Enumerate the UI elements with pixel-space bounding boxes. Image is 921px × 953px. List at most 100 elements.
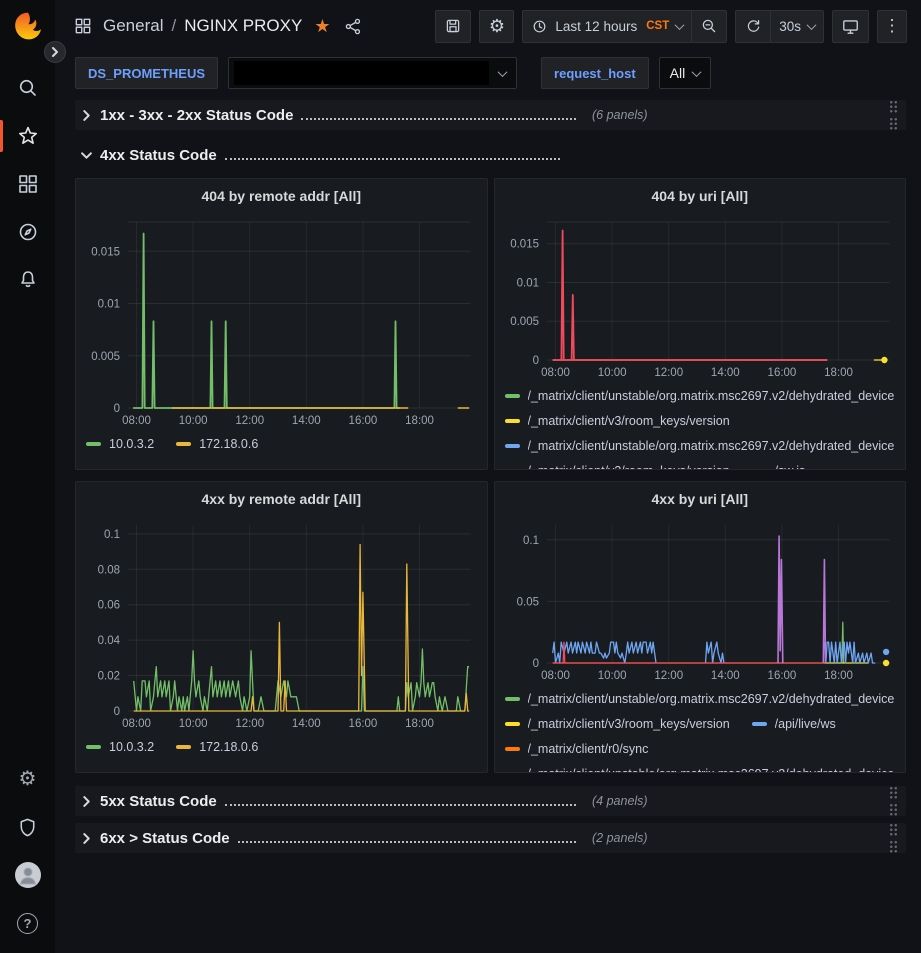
- panel-title[interactable]: 4xx by uri [All]: [495, 482, 906, 516]
- row-panel-count: (2 panels): [592, 831, 648, 845]
- panel-404-by-remote-addr: 404 by remote addr [All] 08:0010:0012:00…: [75, 178, 488, 470]
- svg-text:16:00: 16:00: [767, 367, 796, 379]
- legend-item[interactable]: 172.18.0.6: [176, 740, 258, 754]
- sidebar-user-avatar[interactable]: [0, 851, 55, 899]
- row-drag-handle[interactable]: [889, 823, 900, 853]
- grafana-logo-icon[interactable]: [12, 10, 44, 42]
- timeseries-chart[interactable]: 08:0010:0012:0014:0016:0018:0000.0050.01…: [499, 213, 902, 381]
- share-icon[interactable]: [344, 17, 363, 36]
- legend-item[interactable]: /_matrix/client/unstable/org.matrix.msc2…: [505, 439, 895, 453]
- request-host-value: All: [670, 65, 686, 81]
- sidebar-alerting-bell-icon[interactable]: [0, 256, 55, 304]
- zoom-out-time-button[interactable]: [691, 10, 727, 43]
- chevron-right-icon: [81, 110, 92, 121]
- panel-grid: 404 by remote addr [All] 08:00 10:00 12:00…: [75, 178, 906, 773]
- row-title: 6xx > Status Code: [100, 830, 230, 847]
- svg-text:0: 0: [114, 403, 120, 415]
- row-panel-count: (6 panels): [592, 108, 648, 122]
- legend-item[interactable]: /_matrix/client/v3/room_keys/version: [505, 717, 730, 731]
- svg-text:16:00: 16:00: [767, 670, 796, 682]
- svg-text:0.06: 0.06: [98, 600, 120, 612]
- favorite-star-icon[interactable]: ★: [314, 16, 330, 37]
- svg-text:0.1: 0.1: [523, 535, 539, 547]
- svg-text:12:00: 12:00: [235, 718, 264, 730]
- row-header-1xx-3xx-2xx[interactable]: 1xx - 3xx - 2xx Status Code (6 panels): [75, 100, 906, 130]
- legend-item[interactable]: /_matrix/client/v3/room_keys/version: [505, 414, 730, 428]
- panel-title[interactable]: 4xx by remote addr [All]: [76, 482, 487, 516]
- svg-text:0.02: 0.02: [98, 671, 120, 683]
- legend-item[interactable]: 10.0.3.2: [86, 437, 154, 451]
- svg-text:18:00: 18:00: [824, 367, 853, 379]
- legend-item[interactable]: /_matrix/client/v3/room_keys/version: [505, 464, 730, 471]
- legend-item[interactable]: /api/live/ws: [752, 717, 836, 731]
- request-host-variable-select[interactable]: All: [659, 57, 712, 89]
- svg-text:08:00: 08:00: [122, 415, 151, 427]
- svg-text:0.015: 0.015: [91, 246, 120, 258]
- svg-text:16:00: 16:00: [349, 415, 378, 427]
- svg-text:10:00: 10:00: [597, 367, 626, 379]
- svg-text:14:00: 14:00: [710, 670, 739, 682]
- row-header-5xx[interactable]: 5xx Status Code (4 panels): [75, 786, 906, 816]
- svg-text:0.015: 0.015: [510, 239, 539, 251]
- datasource-variable-select[interactable]: [228, 57, 517, 89]
- kebab-menu-button[interactable]: ⋮: [877, 10, 907, 43]
- panel-4xx-by-uri: 4xx by uri [All] 08:0010:0012:0014:0016:…: [494, 481, 907, 773]
- panel-legend: 10.0.3.2 172.18.0.6: [76, 429, 487, 456]
- row-title: 4xx Status Code: [100, 147, 217, 164]
- legend-item[interactable]: /sw.js: [752, 464, 806, 471]
- timeseries-chart[interactable]: 08:0010:0012:0014:0016:0018:0000.020.040…: [80, 516, 483, 732]
- dotted-leader: [225, 804, 576, 806]
- breadcrumb-folder[interactable]: General: [103, 16, 163, 36]
- datasource-variable-label[interactable]: DS_PROMETHEUS: [75, 57, 218, 89]
- row-header-6xx[interactable]: 6xx > Status Code (2 panels): [75, 823, 906, 853]
- tv-mode-button[interactable]: [832, 10, 869, 43]
- datasource-value-redacted: [234, 61, 489, 85]
- sidebar-explore-compass-icon[interactable]: [0, 208, 55, 256]
- sidebar-help-icon[interactable]: ?: [0, 899, 55, 947]
- svg-text:0.005: 0.005: [510, 316, 539, 328]
- legend-item[interactable]: /_matrix/client/unstable/org.matrix.msc2…: [505, 389, 895, 403]
- breadcrumb: General / NGINX PROXY: [103, 16, 302, 36]
- request-host-variable-label[interactable]: request_host: [541, 57, 649, 89]
- dashboard-settings-button[interactable]: ⚙: [479, 10, 514, 43]
- timeseries-chart[interactable]: 08:0010:0012:0014:0016:0018:0000.0050.01…: [80, 213, 483, 429]
- refresh-interval-picker[interactable]: 30s: [770, 10, 824, 43]
- breadcrumb-dashboard-title: NGINX PROXY: [184, 16, 302, 36]
- row-drag-handle[interactable]: [889, 786, 900, 816]
- svg-text:16:00: 16:00: [349, 718, 378, 730]
- sidebar-starred-icon[interactable]: [0, 112, 55, 160]
- sidebar-configuration-gear-icon[interactable]: ⚙: [0, 755, 55, 803]
- sidebar-search-icon[interactable]: [0, 64, 55, 112]
- panel-4xx-by-remote-addr: 4xx by remote addr [All] 08:0010:0012:00…: [75, 481, 488, 773]
- refresh-button[interactable]: [735, 10, 770, 43]
- dotted-leader: [238, 841, 576, 843]
- svg-text:18:00: 18:00: [405, 415, 434, 427]
- time-range-label: Last 12 hours: [555, 19, 637, 34]
- avatar: [15, 862, 41, 888]
- sidebar-admin-shield-icon[interactable]: [0, 803, 55, 851]
- panel-legend: /_matrix/client/unstable/org.matrix.msc2…: [495, 381, 906, 470]
- legend-item[interactable]: 10.0.3.2: [86, 740, 154, 754]
- sidebar-dashboards-icon[interactable]: [0, 160, 55, 208]
- save-dashboard-button[interactable]: [435, 10, 471, 43]
- panel-title[interactable]: 404 by uri [All]: [495, 179, 906, 213]
- svg-text:0.05: 0.05: [516, 596, 538, 608]
- chevron-down-icon: [81, 150, 92, 161]
- svg-text:0: 0: [532, 355, 538, 367]
- svg-text:08:00: 08:00: [541, 367, 570, 379]
- time-range-picker[interactable]: Last 12 hours CST: [522, 10, 691, 43]
- legend-item[interactable]: 172.18.0.6: [176, 437, 258, 451]
- refresh-interval-label: 30s: [779, 19, 801, 34]
- legend-item[interactable]: /_matrix/client/unstable/org.matrix.msc2…: [505, 692, 895, 706]
- svg-text:0: 0: [114, 706, 120, 718]
- apps-grid-icon[interactable]: [73, 16, 93, 36]
- legend-item[interactable]: /_matrix/client/r0/sync: [505, 742, 649, 756]
- row-drag-handle[interactable]: [889, 100, 900, 130]
- sidebar-expand-button[interactable]: [44, 41, 66, 63]
- svg-text:14:00: 14:00: [292, 415, 321, 427]
- panel-title[interactable]: 404 by remote addr [All]: [76, 179, 487, 213]
- svg-text:0: 0: [532, 658, 538, 670]
- timeseries-chart[interactable]: 08:0010:0012:0014:0016:0018:0000.050.1: [499, 516, 902, 684]
- row-header-4xx[interactable]: 4xx Status Code: [75, 140, 906, 170]
- legend-item[interactable]: /_matrix/client/unstable/org.matrix.msc2…: [505, 767, 895, 774]
